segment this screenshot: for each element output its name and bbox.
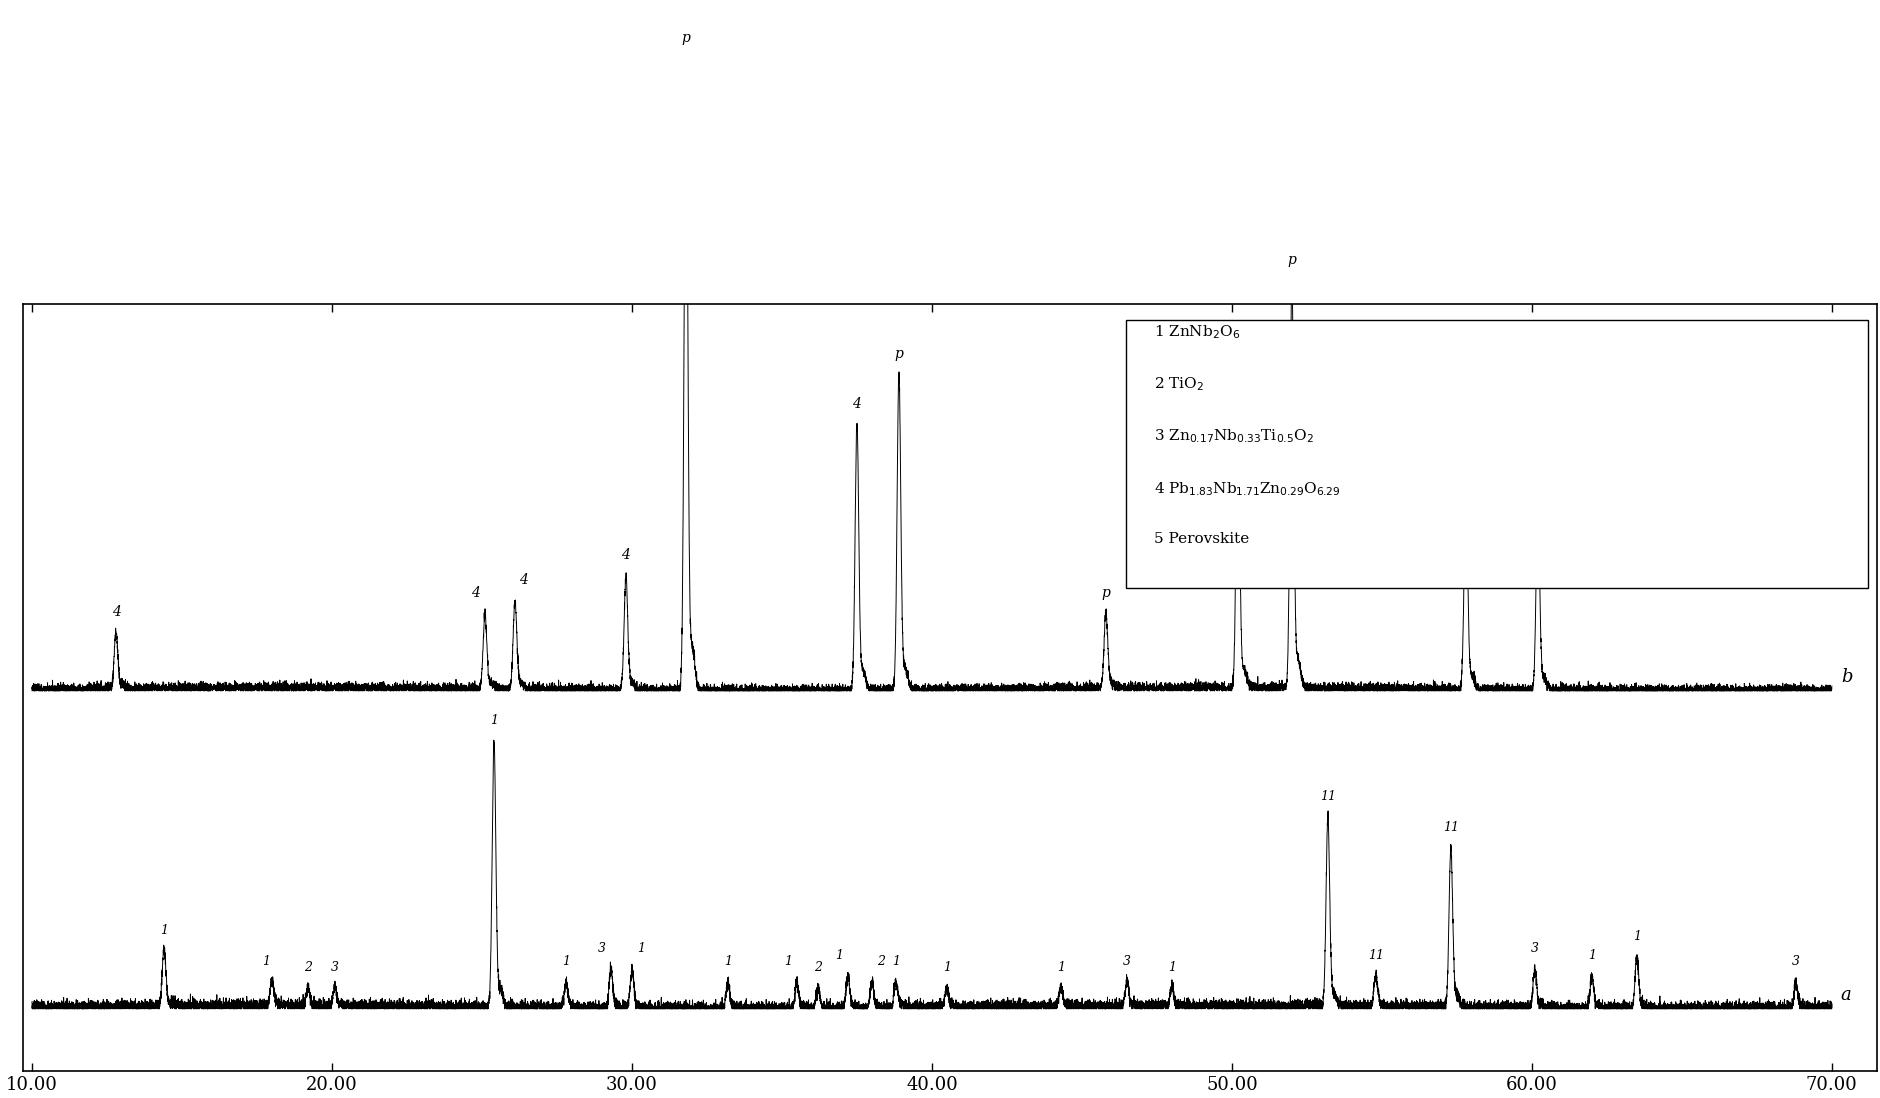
Text: 2 TiO$_2$: 2 TiO$_2$ [1152, 376, 1203, 393]
Text: 1: 1 [942, 961, 951, 974]
Text: 4: 4 [519, 573, 528, 587]
Text: 3 Zn$_{0.17}$Nb$_{0.33}$Ti$_{0.5}$O$_2$: 3 Zn$_{0.17}$Nb$_{0.33}$Ti$_{0.5}$O$_2$ [1152, 428, 1312, 446]
Text: p: p [1286, 253, 1295, 267]
Text: 5 Perovskite: 5 Perovskite [1143, 533, 1239, 546]
Text: 4 Pb$_{1.83}$Nb$_{1.71}$Zn$_{0.29}$O$_{6.29}$: 4 Pb$_{1.83}$Nb$_{1.71}$Zn$_{0.29}$O$_{6… [1152, 480, 1339, 497]
Text: 3: 3 [1122, 955, 1130, 968]
Text: 1: 1 [637, 942, 645, 955]
Bar [1126, 320, 1867, 589]
Text: 1: 1 [784, 955, 791, 968]
Text: 1 ZnNb$_2$O$_6$: 1 ZnNb$_2$O$_6$ [1143, 324, 1230, 341]
Text: 1: 1 [1057, 961, 1064, 974]
Text: 1: 1 [160, 923, 167, 937]
Text: 4: 4 [852, 397, 861, 411]
Text: p: p [1102, 585, 1109, 600]
Text: 4 Pb$_{1.83}$Nb$_{1.71}$Zn$_{0.29}$O$_{6.29}$: 4 Pb$_{1.83}$Nb$_{1.71}$Zn$_{0.29}$O$_{6… [1143, 480, 1331, 497]
Text: 1: 1 [1167, 961, 1175, 974]
Text: 11: 11 [1442, 821, 1459, 834]
Text: 1: 1 [835, 949, 842, 962]
Text: 3 Zn$_{0.17}$Nb$_{0.33}$Ti$_{0.5}$O$_2$: 3 Zn$_{0.17}$Nb$_{0.33}$Ti$_{0.5}$O$_2$ [1143, 428, 1303, 446]
Text: 1: 1 [1587, 949, 1594, 962]
Text: p: p [895, 347, 902, 361]
Text: 1: 1 [891, 955, 899, 968]
Text: 4: 4 [1233, 397, 1241, 411]
Text: p: p [1461, 460, 1470, 474]
Text: 2: 2 [305, 961, 312, 974]
Text: 1: 1 [261, 955, 271, 968]
Text: 2: 2 [814, 961, 822, 974]
Text: 4: 4 [472, 585, 479, 600]
Text: 1: 1 [489, 715, 498, 727]
Text: a: a [1841, 986, 1850, 1004]
Text: 4: 4 [1532, 485, 1542, 500]
Text: 2: 2 [876, 955, 884, 968]
Text: 3: 3 [1530, 942, 1538, 955]
Text: 3: 3 [331, 961, 338, 974]
Text: 4: 4 [620, 548, 630, 562]
Text: 1: 1 [1632, 930, 1639, 943]
Text: p: p [681, 31, 690, 45]
Text: 11: 11 [1320, 789, 1335, 803]
Text: 3: 3 [598, 942, 605, 955]
Text: 5 Perovskite: 5 Perovskite [1152, 533, 1248, 546]
Text: 1: 1 [562, 955, 570, 968]
Text: 2 TiO$_2$: 2 TiO$_2$ [1143, 376, 1194, 393]
Text: b: b [1841, 668, 1852, 686]
Text: 1: 1 [724, 955, 731, 968]
Text: 4: 4 [111, 605, 120, 618]
Text: 3: 3 [1792, 955, 1799, 968]
Text: 1 ZnNb$_2$O$_6$: 1 ZnNb$_2$O$_6$ [1152, 324, 1239, 341]
Text: 11: 11 [1367, 949, 1384, 962]
